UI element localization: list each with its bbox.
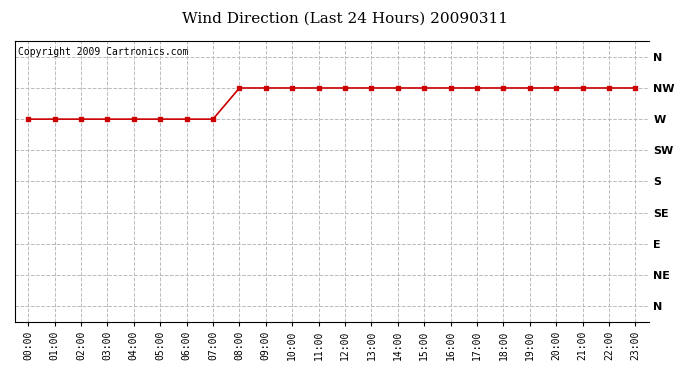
Text: Copyright 2009 Cartronics.com: Copyright 2009 Cartronics.com (18, 47, 188, 57)
Text: Wind Direction (Last 24 Hours) 20090311: Wind Direction (Last 24 Hours) 20090311 (182, 11, 508, 25)
